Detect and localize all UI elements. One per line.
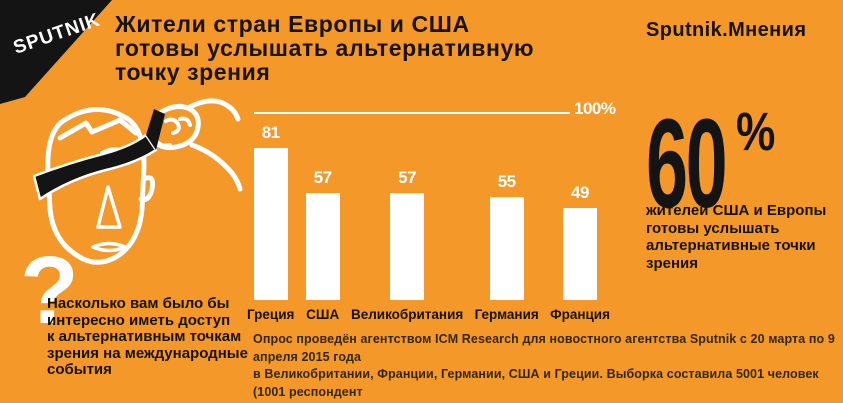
bar-columns: 81 Греция 57 США 57 Великобритания 55 Германия 4…: [247, 112, 610, 328]
bar-value-label: 55: [497, 172, 516, 191]
highlight-percent-sign: %: [736, 102, 776, 162]
hair-line: [57, 117, 139, 141]
bar-category-label: Германия: [474, 307, 539, 322]
highlight-stat: 60 %: [646, 101, 806, 227]
bar-5: [563, 208, 598, 300]
bar-column-1: 81 Греция: [247, 123, 294, 328]
question-mark: ?: [20, 237, 79, 344]
ear: [138, 175, 156, 202]
bar-value-label: 81: [261, 123, 280, 142]
bar-category-label: Франция: [550, 307, 610, 322]
blindfold-band: [32, 133, 158, 201]
knuckle-1: [164, 117, 181, 135]
bar-2: [305, 193, 340, 300]
bar-column-2: 57 США: [305, 168, 340, 328]
methodology-note: Опрос проведён агентством ICM Research д…: [253, 332, 835, 403]
nose: [96, 185, 122, 229]
gridline-100-percent: [254, 112, 570, 114]
axis-max-label: 100%: [574, 99, 616, 118]
highlight-caption: жителей США и Европы готовы услышать аль…: [646, 202, 827, 272]
bar-value-label: 57: [398, 168, 417, 187]
page-title: Жители стран Европы и США готовы услышат…: [115, 11, 535, 85]
highlight-value: 60: [646, 93, 728, 234]
bar-4: [489, 197, 524, 300]
mouth: [91, 241, 127, 253]
sputnik-logo: SPUTNIK: [0, 0, 112, 104]
brand-title: Sputnik.Мнения: [646, 19, 807, 41]
bar-category-label: Греция: [247, 307, 295, 322]
bar-3: [390, 193, 425, 300]
bar-column-5: 49 Франция: [550, 183, 610, 328]
head-line-art: [45, 98, 243, 265]
face-outline: [45, 107, 147, 265]
bar-value-label: 57: [313, 168, 332, 187]
bar-column-3: 57 Великобритания: [351, 168, 463, 328]
blindfold-illustration: [32, 98, 243, 265]
bar-column-4: 55 Германия: [475, 172, 539, 328]
blindfold-tip: [146, 109, 165, 150]
knuckle-2: [178, 116, 192, 127]
arm-bottom: [189, 142, 243, 192]
logo-triangle: [0, 0, 112, 104]
bar-category-label: США: [306, 307, 340, 322]
bar-chart: 100% 81 Греция 57 США 57 Великобритания 55 Герм…: [247, 99, 616, 349]
arm-top: [185, 98, 241, 122]
bar-category-label: Великобритания: [350, 307, 464, 322]
bar-value-label: 49: [571, 183, 589, 202]
question-text: Насколько вам было бы интересно иметь до…: [47, 295, 248, 378]
bar-1: [253, 148, 288, 300]
